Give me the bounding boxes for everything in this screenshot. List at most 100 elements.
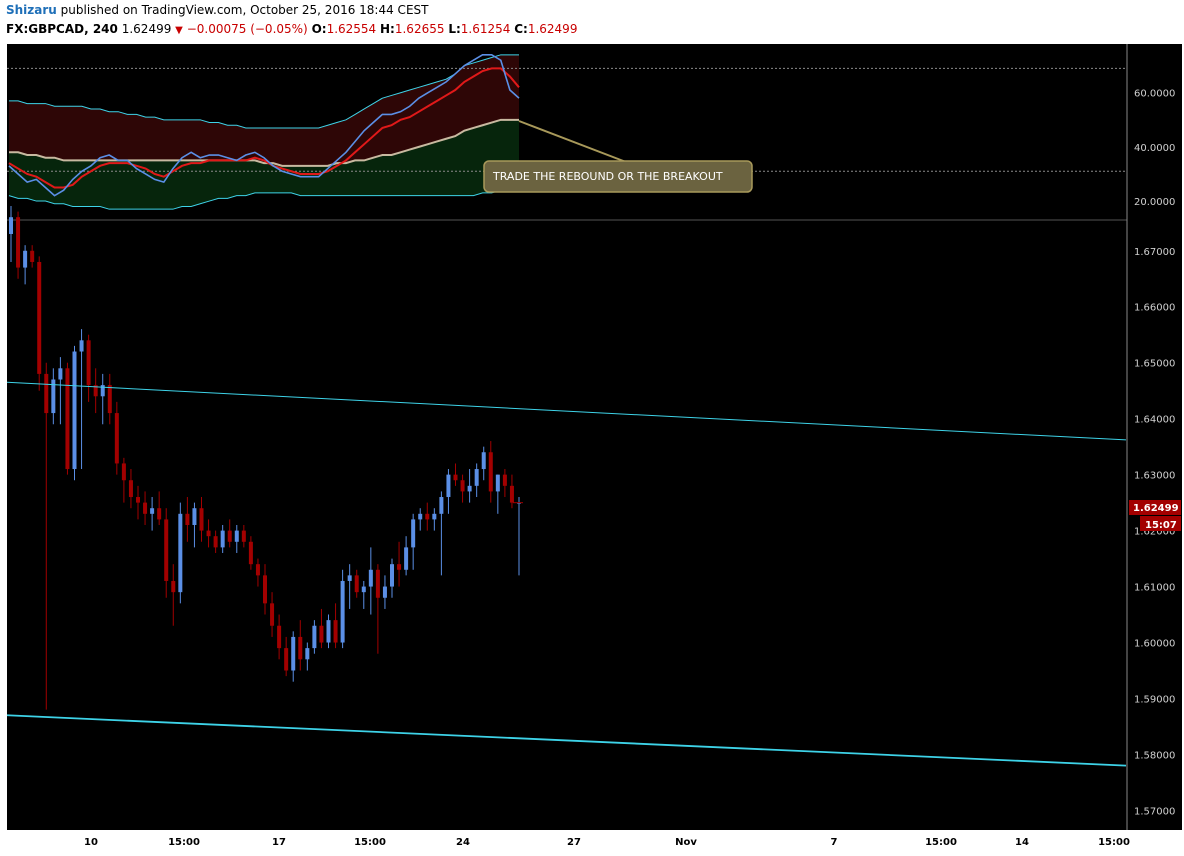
candle-body [44, 373, 49, 414]
time-tick-label: 15:00 [925, 837, 957, 848]
candle-body [439, 497, 444, 514]
candle-body [65, 368, 70, 470]
indicator-tick-label: 60.0000 [1134, 89, 1175, 100]
symbol-label: FX:GBPCAD, 240 [6, 22, 118, 36]
price-tick-label: 1.63000 [1134, 471, 1175, 482]
candle [100, 373, 105, 425]
time-tick-label: 10 [84, 837, 98, 848]
price-axis[interactable] [1127, 44, 1182, 830]
candle-body [397, 564, 402, 570]
candle-body [220, 530, 225, 548]
countdown-tag [1140, 516, 1181, 531]
candle [347, 564, 352, 609]
middle-band-line [9, 118, 519, 167]
candle [30, 245, 35, 268]
candle [37, 256, 42, 391]
annotation-pointer [518, 120, 627, 163]
candle [51, 368, 56, 425]
candle [502, 469, 507, 498]
candle [291, 631, 296, 682]
candle-body [164, 519, 169, 581]
candle-body [51, 379, 56, 414]
candle [86, 334, 91, 402]
candle-body [460, 480, 465, 492]
annotation-box[interactable] [483, 160, 753, 193]
candle-body [270, 603, 275, 626]
high-value: 1.62655 [394, 22, 445, 36]
candle-body [418, 513, 423, 520]
low-value: 1.61254 [460, 22, 511, 36]
candle [298, 620, 303, 671]
candle [418, 508, 423, 531]
candle-body [361, 586, 366, 593]
candle-body [37, 261, 42, 374]
time-axis[interactable] [7, 830, 1127, 852]
price-tick-label: 1.57000 [1134, 806, 1175, 817]
candle [509, 474, 514, 509]
candle-body [347, 575, 352, 581]
candle [460, 474, 465, 503]
candle [404, 536, 409, 576]
candle-body [368, 569, 373, 587]
candle-body [481, 452, 486, 470]
candle-body [185, 513, 190, 525]
annotation-text: TRADE THE REBOUND OR THE BREAKOUT [492, 170, 723, 183]
candle [143, 491, 148, 525]
candle-body [178, 513, 183, 593]
open-label: O: [311, 22, 327, 36]
current-price-tag [1129, 500, 1181, 515]
candle-body [474, 469, 479, 486]
author-link[interactable]: Shizaru [6, 3, 57, 17]
candle-body [291, 636, 296, 671]
signal-line [8, 67, 520, 189]
time-tick-label: 15:00 [354, 837, 386, 848]
candle [58, 357, 63, 425]
candle-body [404, 547, 409, 570]
candle [107, 373, 112, 425]
candle [171, 564, 176, 626]
candle-body [241, 530, 246, 542]
candle-body [9, 217, 13, 234]
candle [241, 525, 246, 548]
indicator-tick-label: 20.0000 [1134, 197, 1175, 208]
candle-body [298, 636, 303, 660]
price-pane[interactable] [7, 220, 1127, 830]
candle [439, 491, 444, 576]
candle-body [227, 530, 232, 542]
candle [9, 206, 13, 262]
candle-body [100, 385, 105, 397]
candle-body [72, 351, 77, 470]
candle-body [453, 474, 458, 481]
time-tick-label: 15:00 [168, 837, 200, 848]
candle [432, 508, 437, 531]
candle [164, 508, 169, 598]
candle [305, 642, 310, 671]
candle-body [488, 452, 493, 492]
candle-body [411, 519, 416, 548]
time-tick-label: 17 [272, 837, 286, 848]
candle-body [143, 502, 148, 514]
candle [121, 457, 126, 503]
candle [72, 345, 77, 481]
price-tick-label: 1.58000 [1134, 750, 1175, 761]
candle [199, 497, 204, 542]
candle-body [509, 485, 514, 503]
time-tick-label: 15:00 [1098, 837, 1130, 848]
time-tick-label: Nov [675, 837, 697, 848]
candle [390, 558, 394, 598]
upper-trendline[interactable] [6, 381, 1127, 441]
indicator-tick-label: 40.0000 [1134, 143, 1175, 154]
candle [192, 502, 197, 548]
lower-trendline[interactable] [6, 714, 1127, 767]
candle [157, 491, 162, 525]
candle-body [136, 497, 140, 503]
upper-band-line [9, 54, 519, 129]
down-triangle-icon: ▼ [175, 25, 183, 36]
candle-body [16, 217, 21, 268]
candle-body [248, 541, 253, 565]
time-tick-label: 14 [1015, 837, 1029, 848]
price-tick-label: 1.67000 [1134, 247, 1175, 258]
candle [185, 497, 190, 542]
candle-body [114, 413, 119, 464]
